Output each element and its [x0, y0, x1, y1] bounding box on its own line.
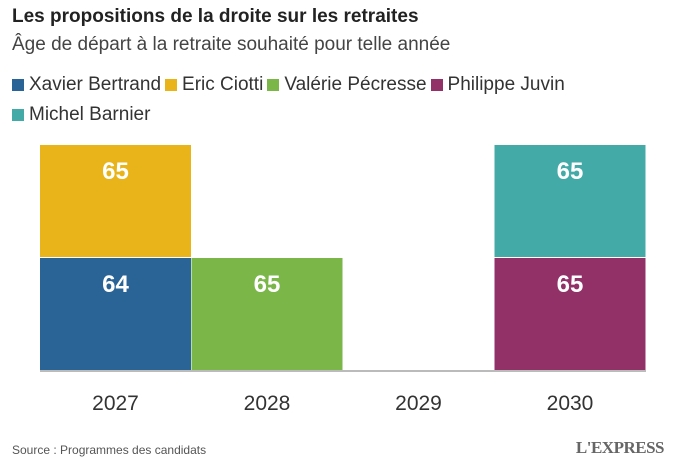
legend-label: Philippe Juvin — [447, 74, 565, 95]
bar-value-label: 65 — [557, 271, 584, 298]
bar-2030-philippe-juvin — [494, 258, 646, 370]
bar-2030-michel-barnier — [494, 145, 646, 257]
chart-title: Les propositions de la droite sur les re… — [12, 6, 419, 27]
legend-swatch — [12, 109, 24, 121]
legend-swatch — [430, 79, 443, 91]
legend-label: Valérie Pécresse — [284, 74, 427, 95]
bar-value-label: 65 — [557, 158, 584, 185]
legend-item-val-rie-p-cresse: Valérie Pécresse — [267, 70, 427, 100]
legend-label: Xavier Bertrand — [29, 74, 162, 95]
bar-2027-xavier-bertrand — [40, 258, 191, 370]
bar-2028-val-rie-p-cresse — [191, 258, 343, 370]
legend-item-xavier-bertrand: Xavier Bertrand — [12, 70, 161, 100]
legend-item-eric-ciotti: Eric Ciotti — [165, 70, 263, 100]
bar-2027-eric-ciotti — [40, 145, 191, 257]
legend-swatch — [267, 79, 280, 91]
legend-swatch — [165, 79, 178, 91]
x-tick-label-2028: 2028 — [244, 392, 291, 415]
x-tick-label-2029: 2029 — [395, 392, 442, 415]
x-tick-label-2027: 2027 — [92, 392, 139, 415]
lexpress-logo: L'EXPRESS — [575, 438, 665, 457]
legend-swatch — [12, 79, 24, 91]
x-tick-label-2030: 2030 — [547, 392, 594, 415]
legend-item-philippe-juvin: Philippe Juvin — [430, 70, 565, 100]
bar-value-label: 65 — [254, 271, 281, 298]
bar-value-label: 65 — [102, 158, 129, 185]
chart-legend: Xavier Bertrand Eric Ciotti Valérie Pécres… — [12, 70, 652, 130]
legend-item-michel-barnier: Michel Barnier — [12, 100, 150, 130]
source-note: Source : Programmes des candidats — [12, 443, 207, 457]
chart-subtitle: Âge de départ à la retraite souhaité pou… — [12, 34, 451, 55]
legend-label: Eric Ciotti — [182, 74, 264, 95]
legend-label: Michel Barnier — [29, 104, 151, 125]
bar-value-label: 64 — [102, 271, 129, 298]
